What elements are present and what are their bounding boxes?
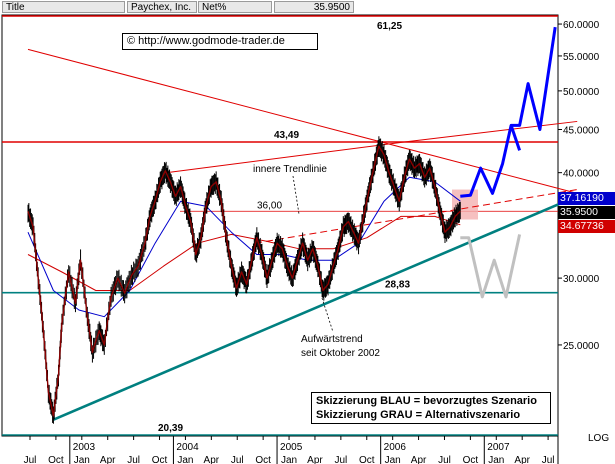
x-month-label: Apr xyxy=(514,455,530,464)
y-tick-label: 50.0000 xyxy=(563,87,600,98)
x-month-label: Jul xyxy=(334,455,347,464)
x-month-label: Jan xyxy=(74,455,90,464)
x-month-label: Jul xyxy=(542,455,555,464)
annotation-pointer-inner xyxy=(292,175,300,215)
annotation-inner-trendline: innere Trendlinie xyxy=(253,164,327,175)
trendline-inner-upper xyxy=(166,141,405,174)
x-month-label: Jul xyxy=(24,455,37,464)
trendline-uptrend xyxy=(52,195,578,421)
legend-gray: Skizzierung GRAU = Alternativszenario xyxy=(316,409,521,421)
x-month-label: Jul xyxy=(231,455,244,464)
x-year-label: 2006 xyxy=(384,442,407,453)
x-year-label: 2005 xyxy=(280,442,303,453)
resistance-label: 43,49 xyxy=(274,130,299,141)
y-tick-label: 60.0000 xyxy=(563,20,600,31)
x-year-label: 2007 xyxy=(487,442,510,453)
legend-blue: Skizzierung BLAU = bevorzugtes Szenario xyxy=(316,395,537,407)
x-month-label: Apr xyxy=(204,455,220,464)
x-month-label: Jul xyxy=(438,455,451,464)
x-month-label: Jul xyxy=(127,455,140,464)
x-month-label: Oct xyxy=(48,455,64,464)
annotation-pointer-uptrend xyxy=(321,297,334,333)
scenario-gray-path xyxy=(460,234,522,299)
target-label: 61,25 xyxy=(377,21,402,32)
level-36-label: 36,00 xyxy=(257,200,282,211)
x-month-label: Jan xyxy=(385,455,401,464)
annotation-uptrend: Aufwärtstrend xyxy=(301,334,363,345)
x-month-label: Apr xyxy=(100,455,116,464)
title-bar: Title Paychex, Inc. Net% 35.9500 xyxy=(0,0,615,15)
x-month-label: Oct xyxy=(255,455,271,464)
y-tick-label: 30.0000 xyxy=(563,274,600,285)
x-year-label: 2003 xyxy=(73,442,96,453)
price-tag-bg xyxy=(558,220,615,233)
trendline-descending xyxy=(27,48,578,194)
plot-area xyxy=(1,14,559,437)
x-month-label: Jan xyxy=(281,455,297,464)
last-value-field: 35.9500 xyxy=(274,1,354,13)
log-scale-label: LOG xyxy=(588,433,609,444)
y-tick-label: 45.0000 xyxy=(563,125,600,136)
mode-field[interactable]: Net% xyxy=(198,1,272,13)
y-tick-label: 25.0000 xyxy=(563,341,600,352)
price-tag-bg xyxy=(558,206,615,219)
x-year-label: 2004 xyxy=(176,442,199,453)
copyright-notice: © http://www.godmode-trader.de xyxy=(122,33,318,50)
title-label: Title xyxy=(2,1,125,13)
x-month-label: Apr xyxy=(307,455,323,464)
scenario-blue-branch xyxy=(509,124,522,151)
y-tick-label: 55.0000 xyxy=(563,52,600,63)
trendline-channel-upper xyxy=(404,120,578,143)
moving-average-blue xyxy=(27,176,461,318)
x-month-label: Apr xyxy=(411,455,427,464)
price-tag-last: 35.9500 xyxy=(560,206,598,218)
price-tag-ma-red: 34.67736 xyxy=(560,220,604,232)
scenario-blue-path xyxy=(460,26,557,198)
x-month-label: Jan xyxy=(488,455,504,464)
x-month-label: Oct xyxy=(463,455,479,464)
x-month-label: Oct xyxy=(359,455,375,464)
y-tick-label: 40.0000 xyxy=(563,169,600,180)
price-tag-ma-blue: 37.16190 xyxy=(560,192,604,204)
annotation-uptrend-since: seit Oktober 2002 xyxy=(301,348,380,359)
low-label: 20,39 xyxy=(158,423,183,434)
price-tag-bg xyxy=(558,192,615,205)
scenario-legend: Skizzierung BLAU = bevorzugtes Szenario … xyxy=(311,392,551,424)
moving-average-red xyxy=(27,215,461,291)
x-month-label: Jan xyxy=(177,455,193,464)
support-label: 28,83 xyxy=(385,280,410,291)
price-line xyxy=(27,145,461,417)
symbol-field[interactable]: Paychex, Inc. xyxy=(127,1,197,13)
x-month-label: Oct xyxy=(152,455,168,464)
